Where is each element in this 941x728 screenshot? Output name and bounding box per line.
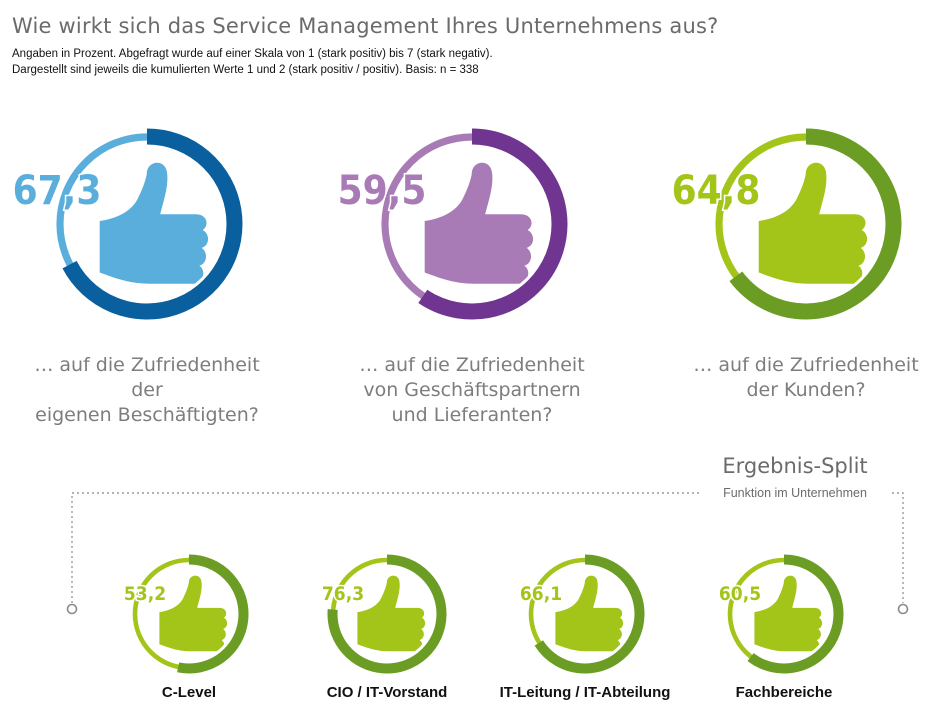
split-gauge-2: 66,1 (518, 554, 645, 674)
main-gauge-0: 67,3 (11, 128, 243, 320)
subtitle: Angaben in Prozent. Abgefragt wurde auf … (12, 46, 493, 78)
split-value-arc-0 (177, 554, 249, 674)
split-gauge-0: 53,2 (122, 554, 249, 674)
split-bracket-end-right (897, 603, 909, 615)
question-label-1-line-1: von Geschäftspartnern (363, 379, 581, 401)
split-label-2: IT-Leitung / IT-Abteilung (499, 684, 671, 701)
split-value-arc-1 (327, 554, 447, 674)
main-ring-gap-0 (67, 144, 227, 304)
split-label-3: Fachbereiche (735, 684, 833, 701)
split-ring-gap-2 (535, 564, 635, 664)
split-gauge-3: 60,5 (717, 554, 844, 674)
split-value-label-1: 76,3 (322, 583, 364, 605)
split-value-arc-3 (747, 554, 844, 674)
question-label-1-line-0: … auf die Zufriedenheit (359, 354, 585, 376)
split-bracket-line (71, 492, 904, 603)
question-label-1: … auf die Zufriedenheit von Geschäftspart… (342, 353, 602, 428)
main-value-arc-2 (729, 128, 902, 320)
split-value-label-3: 60,5 (719, 583, 761, 605)
question-label-2: … auf die Zufriedenheit der Kunden? (676, 353, 936, 403)
split-bracket (71, 492, 904, 603)
question-label-2-line-1: der Kunden? (746, 379, 866, 401)
page-title: Wie wirkt sich das Service Management Ih… (12, 14, 719, 38)
main-value-label-0: 67,3 (13, 168, 102, 214)
main-ring-gap-2 (726, 144, 886, 304)
split-ring-gap-3 (734, 564, 834, 664)
split-bracket-end-left (66, 603, 78, 615)
split-value-arc-2 (534, 554, 645, 674)
split-gauge-1: 76,3 (320, 554, 447, 674)
main-value-arc-1 (418, 128, 568, 320)
split-value-label-0: 53,2 (124, 583, 166, 605)
main-value-label-1: 59,5 (338, 168, 427, 214)
main-gauge-1: 59,5 (336, 128, 568, 320)
question-label-0: … auf die Zufriedenheit der eigenen Besch… (17, 353, 277, 428)
main-value-label-2: 64,8 (672, 168, 761, 214)
split-title: Ergebnis-Split (722, 454, 868, 478)
subtitle-line-2: Dargestellt sind jeweils die kumulierten… (12, 64, 479, 76)
split-ring-gap-0 (139, 564, 239, 664)
split-value-label-2: 66,1 (520, 583, 562, 605)
split-ring-gap-1 (337, 564, 437, 664)
main-gauge-2: 64,8 (670, 128, 902, 320)
question-label-2-line-0: … auf die Zufriedenheit (693, 354, 919, 376)
subtitle-line-1: Angaben in Prozent. Abgefragt wurde auf … (12, 48, 493, 60)
main-value-arc-0 (62, 128, 243, 320)
split-subtitle: Funktion im Unternehmen (700, 486, 890, 500)
question-label-1-line-2: und Lieferanten? (391, 404, 553, 426)
main-ring-gap-1 (392, 144, 552, 304)
split-label-0: C-Level (161, 684, 217, 701)
split-label-1: CIO / IT-Vorstand (326, 684, 448, 701)
question-label-0-line-0: … auf die Zufriedenheit der (34, 354, 260, 401)
question-label-0-line-1: eigenen Beschäftigten? (35, 404, 259, 426)
